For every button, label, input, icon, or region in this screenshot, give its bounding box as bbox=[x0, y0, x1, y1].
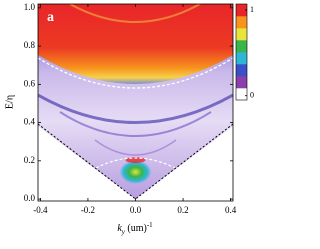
colorbar-tick-label: 0 bbox=[250, 91, 254, 100]
y-tick-label: 0.6 bbox=[24, 78, 36, 88]
colorbar: 01 bbox=[235, 3, 254, 101]
colorbar-swatch bbox=[236, 52, 247, 65]
chart: a E/η ky (um)-1 01 0.00.20.40.60.81.0-0.… bbox=[4, 2, 254, 236]
colorbar-swatch bbox=[236, 40, 247, 53]
y-tick-label: 0.0 bbox=[24, 193, 36, 203]
colorbar-swatch bbox=[236, 28, 247, 41]
x-tick-label: -0.4 bbox=[33, 205, 48, 215]
x-tick-label: 0.2 bbox=[177, 205, 188, 215]
colorbar-swatch bbox=[236, 88, 247, 101]
x-axis-label: ky (um)-1 bbox=[117, 221, 153, 236]
heatmap-image bbox=[38, 4, 233, 200]
x-label-sub: y bbox=[121, 228, 126, 236]
x-tick-label: 0.0 bbox=[130, 205, 142, 215]
x-label-main: k bbox=[117, 223, 122, 234]
colorbar-swatch bbox=[236, 76, 247, 89]
x-tick-label: 0.4 bbox=[225, 205, 237, 215]
colorbar-swatch bbox=[236, 16, 247, 29]
colorbar-frame bbox=[235, 3, 248, 101]
y-tick-label: 1.0 bbox=[24, 2, 36, 12]
colorbar-swatch bbox=[236, 64, 247, 77]
y-axis-label: E/η bbox=[4, 95, 15, 109]
panel-label: a bbox=[47, 10, 54, 25]
x-label-sup: -1 bbox=[147, 221, 153, 229]
colorbar-swatch bbox=[236, 4, 247, 17]
x-tick-label: -0.2 bbox=[81, 205, 95, 215]
x-label-rest: (um) bbox=[125, 223, 147, 234]
y-tick-label: 0.4 bbox=[24, 117, 36, 127]
y-tick-label: 0.8 bbox=[24, 40, 36, 50]
y-tick-label: 0.2 bbox=[24, 155, 35, 165]
colorbar-tick-label: 1 bbox=[250, 5, 254, 14]
